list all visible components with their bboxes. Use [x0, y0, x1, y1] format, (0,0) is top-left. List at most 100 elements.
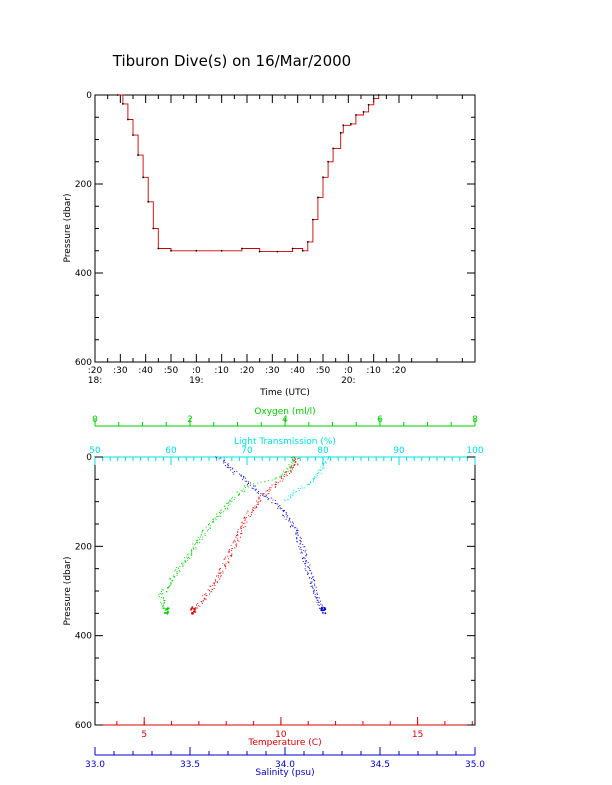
oxygen-point: [267, 480, 269, 482]
salinity-point: [292, 522, 295, 524]
oxygen-point: [200, 534, 202, 536]
salinity-point: [303, 546, 305, 548]
temperature-point: [215, 575, 218, 577]
tick-label: 35.0: [465, 760, 485, 770]
temperature-point: [246, 521, 248, 523]
salinity-point: [309, 583, 311, 585]
y-tick-label: 200: [75, 542, 92, 552]
temperature-point: [247, 510, 249, 512]
light-point: [320, 469, 322, 471]
salinity-point: [309, 570, 312, 572]
temperature-point: [242, 522, 244, 524]
salinity-point: [279, 505, 281, 507]
oxygen-point: [292, 459, 294, 461]
temperature-point: [222, 562, 224, 565]
oxygen-point: [186, 554, 188, 556]
oxygen-point: [186, 556, 188, 558]
salinity-point: [296, 528, 298, 530]
salinity-point: [216, 457, 218, 459]
oxygen-point: [283, 471, 285, 473]
light-point: [323, 466, 325, 468]
salinity-point: [316, 601, 318, 604]
oxygen-point: [236, 491, 238, 493]
temperature-point: [294, 463, 296, 466]
salinity-point: [309, 564, 311, 566]
oxygen-point: [286, 467, 288, 469]
temperature-point: [224, 563, 226, 566]
temperature-point: [277, 482, 279, 484]
chart-title: Tiburon Dive(s) on 16/Mar/2000: [112, 52, 351, 70]
temperature-bottom-point: [190, 607, 193, 610]
x-tick-label: :10: [366, 366, 381, 376]
temperature-point: [224, 558, 226, 560]
light-point: [316, 475, 318, 477]
tick-label: 34.0: [275, 760, 295, 770]
oxygen-point: [279, 475, 281, 477]
salinity-point: [297, 534, 299, 536]
temperature-axis: 5 10 15 Temperature (C): [95, 717, 475, 748]
temperature-point: [225, 556, 227, 558]
y-tick-label: 600: [75, 721, 92, 731]
temperature-point: [256, 503, 258, 505]
salinity-point: [305, 570, 307, 572]
x-hour-label: 18:: [88, 376, 102, 386]
oxygen-point: [290, 457, 293, 459]
salinity-point: [318, 607, 321, 609]
salinity-point: [272, 499, 274, 501]
oxygen-point: [257, 482, 259, 484]
temperature-bottom-point: [193, 611, 196, 613]
oxygen-point: [169, 578, 171, 580]
salinity-point: [249, 484, 251, 486]
oxygen-ticks: 0 2 4 6 8: [92, 415, 478, 426]
oxygen-point: [176, 570, 178, 573]
temperature-point: [220, 576, 222, 578]
light-point: [327, 457, 329, 459]
salinity-point: [286, 512, 288, 514]
depth-point: [339, 131, 342, 134]
oxygen-point: [181, 563, 183, 565]
oxygen-point: [221, 509, 223, 511]
oxygen-point: [281, 474, 283, 476]
depth-point: [355, 114, 357, 116]
profile-series: [158, 455, 330, 615]
light-point: [298, 489, 300, 491]
oxygen-point: [168, 586, 170, 588]
salinity-point: [305, 562, 307, 564]
salinity-point: [316, 593, 319, 595]
salinity-point: [297, 530, 299, 532]
oxygen-profile: [158, 456, 296, 615]
oxygen-point: [212, 521, 214, 523]
depth-point: [195, 249, 198, 252]
salinity-point: [267, 499, 269, 501]
x-tick-label: :20: [240, 366, 255, 376]
salinity-point: [307, 571, 309, 573]
salinity-point: [292, 525, 294, 527]
oxygen-point: [233, 499, 235, 501]
temperature-point: [237, 534, 239, 536]
oxygen-point: [264, 481, 266, 483]
temperature-point: [241, 524, 243, 526]
salinity-point: [319, 600, 321, 602]
salinity-point: [231, 468, 233, 470]
light-point: [320, 466, 322, 468]
salinity-point: [228, 467, 230, 469]
salinity-point: [304, 551, 306, 553]
oxygen-point: [190, 549, 192, 551]
temperature-point: [289, 467, 291, 469]
oxygen-point: [190, 555, 193, 557]
tick-label: 80: [317, 446, 329, 456]
temperature-point: [236, 543, 238, 545]
light-point: [326, 462, 328, 464]
oxygen-point: [170, 582, 172, 584]
salinity-point: [282, 514, 284, 517]
salinity-point: [246, 484, 249, 486]
salinity-point: [318, 597, 320, 599]
oxygen-point: [287, 471, 289, 473]
temperature-point: [228, 551, 230, 553]
light-point: [317, 473, 319, 475]
salinity-point: [291, 521, 294, 523]
temperature-point: [296, 458, 298, 460]
temperature-point: [219, 578, 221, 580]
